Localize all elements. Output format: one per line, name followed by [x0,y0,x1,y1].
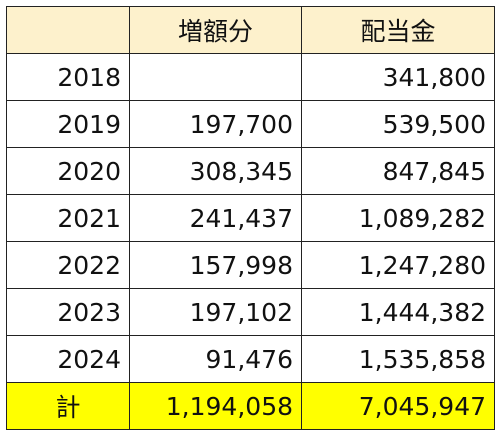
increase-cell[interactable]: 197,102 [129,288,302,336]
header-dividend-cell[interactable]: 配当金 [301,6,495,54]
dividend-cell[interactable]: 1,535,858 [301,335,495,383]
increase-cell[interactable] [129,53,302,101]
dividend-cell[interactable]: 341,800 [301,53,495,101]
total-row: 計 1,194,058 7,045,947 [6,382,495,430]
table-row: 2024 91,476 1,535,858 [6,335,495,383]
year-cell[interactable]: 2022 [6,241,130,289]
increase-cell[interactable]: 241,437 [129,194,302,242]
year-cell[interactable]: 2018 [6,53,130,101]
table-row: 2018 341,800 [6,53,495,101]
total-label-cell[interactable]: 計 [6,382,130,430]
total-increase-cell[interactable]: 1,194,058 [129,382,302,430]
header-year-cell[interactable] [6,6,130,54]
dividend-cell[interactable]: 847,845 [301,147,495,195]
dividend-cell[interactable]: 539,500 [301,100,495,148]
dividend-cell[interactable]: 1,089,282 [301,194,495,242]
increase-cell[interactable]: 308,345 [129,147,302,195]
year-cell[interactable]: 2023 [6,288,130,336]
header-increase-cell[interactable]: 増額分 [129,6,302,54]
table-row: 2021 241,437 1,089,282 [6,194,495,242]
table-row: 2020 308,345 847,845 [6,147,495,195]
year-cell[interactable]: 2021 [6,194,130,242]
total-dividend-cell[interactable]: 7,045,947 [301,382,495,430]
table-row: 2022 157,998 1,247,280 [6,241,495,289]
table-row: 2019 197,700 539,500 [6,100,495,148]
increase-cell[interactable]: 157,998 [129,241,302,289]
increase-cell[interactable]: 91,476 [129,335,302,383]
header-row: 増額分 配当金 [6,6,495,54]
year-cell[interactable]: 2019 [6,100,130,148]
dividend-cell[interactable]: 1,444,382 [301,288,495,336]
dividend-table: 増額分 配当金 2018 341,800 2019 197,700 539,50… [6,6,495,430]
year-cell[interactable]: 2024 [6,335,130,383]
dividend-cell[interactable]: 1,247,280 [301,241,495,289]
increase-cell[interactable]: 197,700 [129,100,302,148]
table-row: 2023 197,102 1,444,382 [6,288,495,336]
year-cell[interactable]: 2020 [6,147,130,195]
